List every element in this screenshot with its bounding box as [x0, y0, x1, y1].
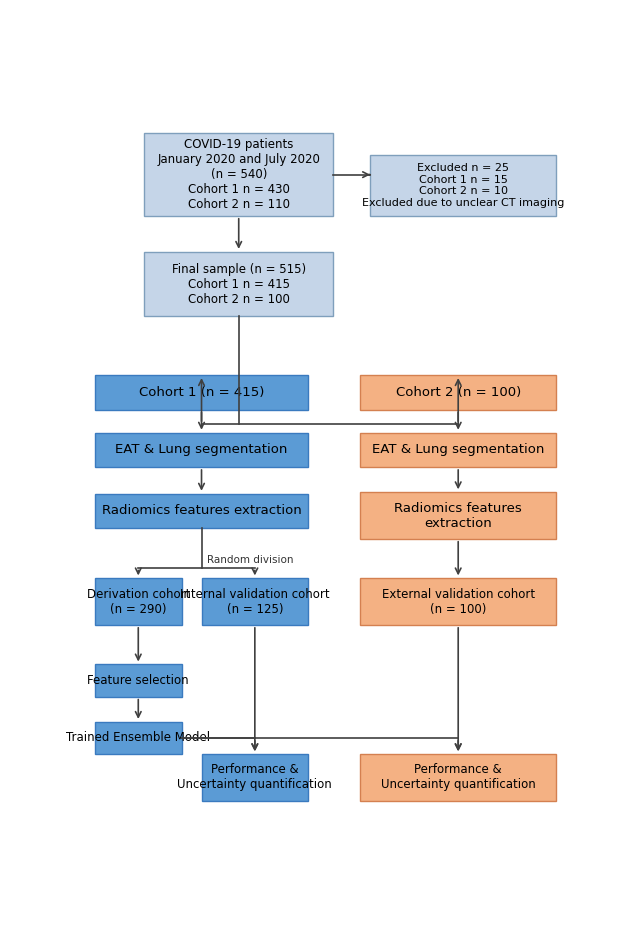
- Text: EAT & Lung segmentation: EAT & Lung segmentation: [115, 444, 288, 457]
- Text: Final sample (n = 515)
Cohort 1 n = 415
Cohort 2 n = 100: Final sample (n = 515) Cohort 1 n = 415 …: [172, 263, 306, 306]
- FancyBboxPatch shape: [95, 578, 182, 625]
- FancyBboxPatch shape: [95, 665, 182, 697]
- FancyBboxPatch shape: [95, 721, 182, 754]
- FancyBboxPatch shape: [202, 578, 308, 625]
- FancyBboxPatch shape: [95, 376, 308, 410]
- Text: Internal validation cohort
(n = 125): Internal validation cohort (n = 125): [180, 588, 330, 616]
- FancyBboxPatch shape: [360, 376, 556, 410]
- Text: Feature selection: Feature selection: [88, 674, 189, 687]
- FancyBboxPatch shape: [370, 155, 556, 216]
- Text: Performance &
Uncertainty quantification: Performance & Uncertainty quantification: [381, 763, 536, 791]
- Text: Performance &
Uncertainty quantification: Performance & Uncertainty quantification: [177, 763, 332, 791]
- Text: Radiomics features
extraction: Radiomics features extraction: [394, 501, 522, 529]
- Text: Trained Ensemble Model: Trained Ensemble Model: [66, 732, 211, 745]
- Text: EAT & Lung segmentation: EAT & Lung segmentation: [372, 444, 545, 457]
- FancyBboxPatch shape: [145, 133, 333, 216]
- FancyBboxPatch shape: [95, 494, 308, 528]
- FancyBboxPatch shape: [360, 432, 556, 467]
- FancyBboxPatch shape: [145, 252, 333, 316]
- FancyBboxPatch shape: [202, 754, 308, 801]
- Text: Radiomics features extraction: Radiomics features extraction: [102, 504, 301, 517]
- FancyBboxPatch shape: [95, 432, 308, 467]
- FancyBboxPatch shape: [360, 754, 556, 801]
- Text: Cohort 2 (n = 100): Cohort 2 (n = 100): [396, 386, 521, 399]
- FancyBboxPatch shape: [360, 492, 556, 539]
- Text: Cohort 1 (n = 415): Cohort 1 (n = 415): [139, 386, 264, 399]
- Text: COVID-19 patients
January 2020 and July 2020
(n = 540)
Cohort 1 n = 430
Cohort 2: COVID-19 patients January 2020 and July …: [157, 138, 320, 212]
- Text: Random division: Random division: [207, 555, 293, 565]
- Text: Derivation cohort
(n = 290): Derivation cohort (n = 290): [86, 588, 190, 616]
- Text: External validation cohort
(n = 100): External validation cohort (n = 100): [381, 588, 535, 616]
- FancyBboxPatch shape: [360, 578, 556, 625]
- Text: Excluded n = 25
Cohort 1 n = 15
Cohort 2 n = 10
Excluded due to unclear CT imagi: Excluded n = 25 Cohort 1 n = 15 Cohort 2…: [362, 163, 564, 208]
